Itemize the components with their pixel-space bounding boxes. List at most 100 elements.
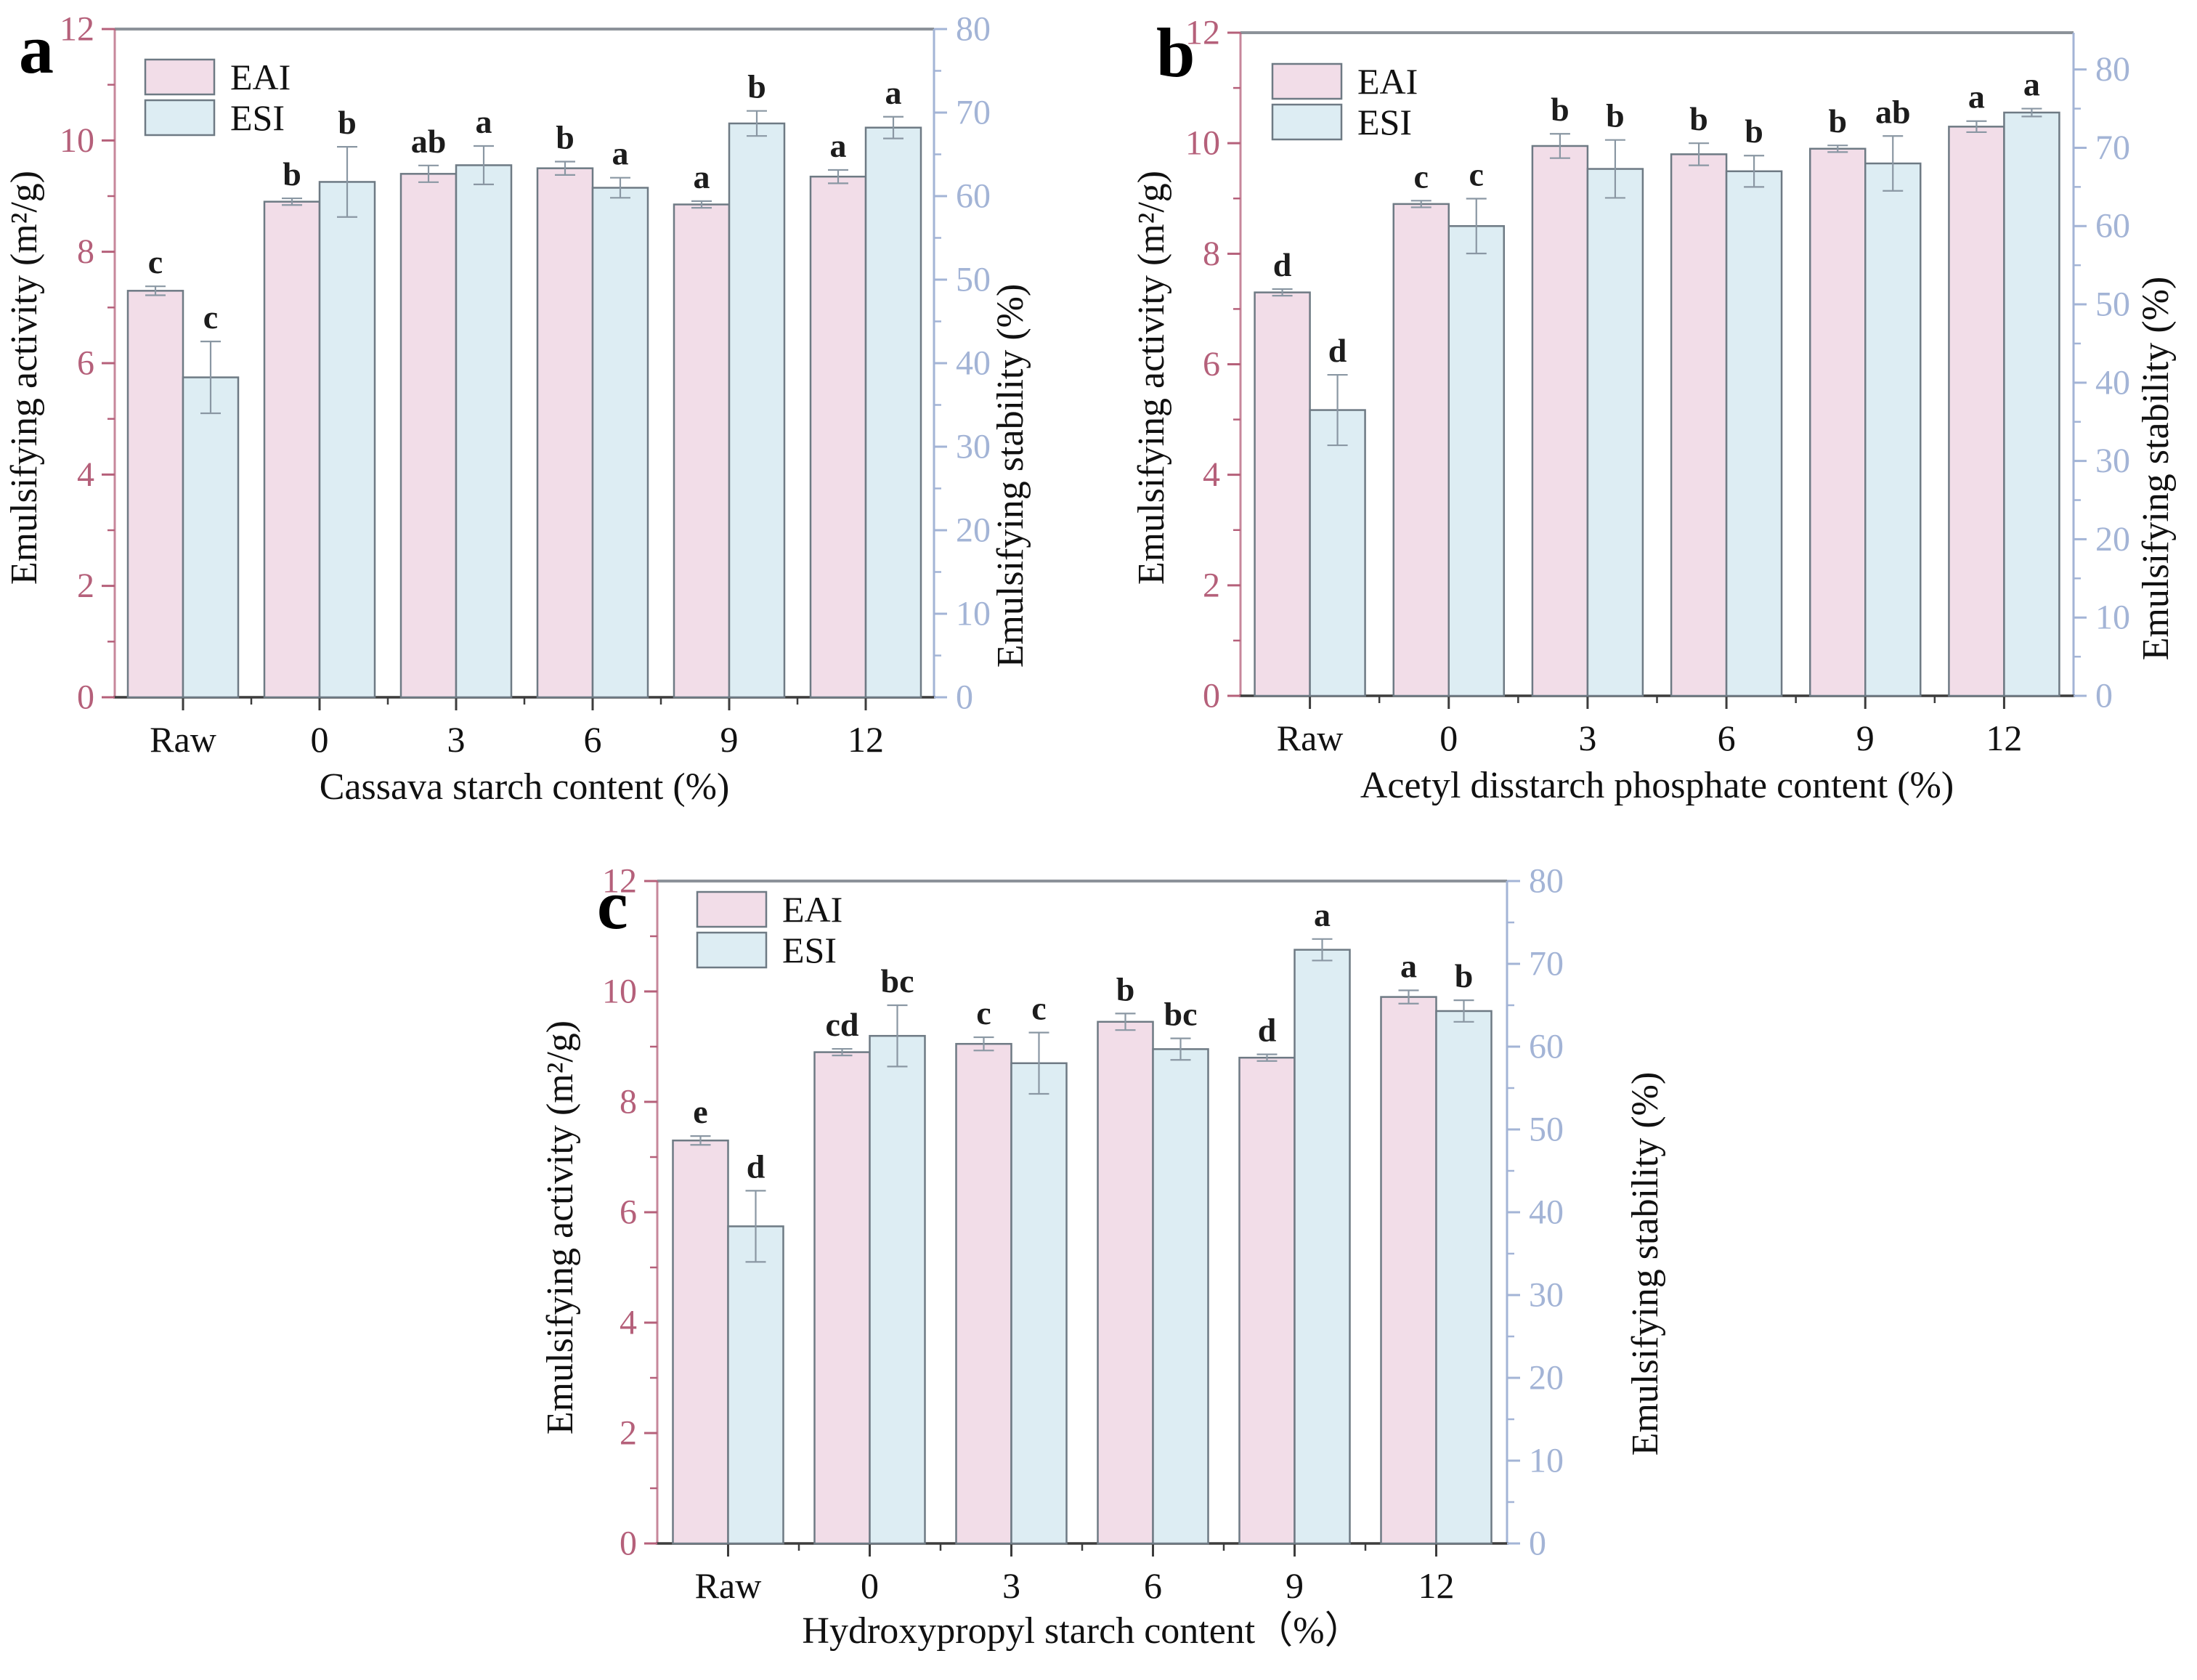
- x-axis-category-label: 0: [1439, 718, 1458, 758]
- significance-letter: a: [1968, 78, 1985, 115]
- significance-letter: c: [1469, 156, 1484, 193]
- left-axis-tick-label: 8: [1203, 235, 1220, 273]
- left-axis-tick-label: 12: [1185, 14, 1220, 52]
- left-axis-tick-label: 4: [620, 1304, 637, 1342]
- bar-eai: [1392, 203, 1450, 697]
- right-axis-tick-label: 40: [956, 344, 991, 383]
- significance-letter: ab: [411, 123, 447, 160]
- left-axis-tick-label: 10: [602, 973, 637, 1011]
- bar-eai: [126, 290, 184, 699]
- significance-letter: b: [1689, 100, 1708, 137]
- legend-swatch-esi: [696, 931, 768, 969]
- bar-eai: [1531, 145, 1589, 697]
- significance-letter: c: [1031, 990, 1046, 1027]
- bar-eai: [813, 1051, 871, 1545]
- significance-letter: b: [556, 118, 574, 155]
- right-axis-tick-label: 0: [956, 678, 973, 717]
- x-axis-title: Hydroxypropyl starch content（%）: [802, 1610, 1362, 1652]
- bar-esi: [1010, 1062, 1068, 1545]
- significance-letter: a: [830, 127, 847, 164]
- bar-eai: [1670, 153, 1728, 697]
- significance-letter: b: [1828, 102, 1847, 139]
- right-axis-tick-label: 0: [1529, 1525, 1546, 1563]
- left-axis-tick-label: 10: [1185, 124, 1220, 163]
- bar-eai: [673, 203, 731, 699]
- right-axis-tick-label: 50: [2095, 285, 2130, 324]
- right-axis-tick-label: 80: [956, 10, 991, 49]
- left-axis-tick-label: 12: [602, 862, 637, 901]
- bar-esi: [1586, 168, 1644, 697]
- significance-letter: b: [747, 68, 766, 105]
- x-axis-category-label: 0: [311, 719, 329, 760]
- significance-letter: d: [1258, 1012, 1277, 1049]
- bar-esi: [1309, 409, 1366, 697]
- left-axis-tick-label: 6: [77, 344, 94, 383]
- significance-letter: a: [2023, 66, 2040, 103]
- x-axis-category-label: 6: [584, 719, 602, 760]
- bar-esi: [318, 181, 376, 699]
- bar-eai: [809, 175, 867, 699]
- x-axis-category-label: 3: [447, 719, 466, 760]
- significance-letter: a: [1400, 947, 1417, 984]
- bar-eai: [536, 167, 594, 699]
- significance-letter: a: [476, 103, 492, 140]
- left-axis-tick-label: 6: [1203, 345, 1220, 384]
- bar-esi: [1725, 170, 1783, 697]
- bar-eai: [1254, 291, 1311, 697]
- significance-letter: b: [1455, 957, 1474, 994]
- right-axis-tick-label: 80: [1529, 862, 1564, 901]
- legend-swatch-eai: [1271, 62, 1343, 100]
- right-axis-tick-label: 30: [956, 428, 991, 466]
- significance-letter: a: [885, 74, 902, 111]
- x-axis-category-label: 12: [848, 719, 884, 760]
- bar-eai: [1809, 147, 1867, 697]
- left-axis-tick-label: 2: [620, 1414, 637, 1453]
- x-axis-category-label: 12: [1418, 1565, 1455, 1606]
- left-axis-tick-label: 4: [77, 455, 94, 494]
- left-axis-tick-label: 4: [1203, 455, 1220, 494]
- x-axis-category-label: 6: [1144, 1565, 1162, 1606]
- left-axis-tick-label: 12: [60, 10, 94, 49]
- significance-letter: b: [1745, 113, 1763, 150]
- significance-letter: c: [148, 243, 163, 280]
- legend-label-eai: EAI: [782, 889, 842, 930]
- left-axis-tick-label: 2: [77, 567, 94, 605]
- right-axis-tick-label: 10: [1529, 1442, 1564, 1480]
- bar-eai: [1238, 1056, 1296, 1545]
- legend-swatch-eai: [144, 58, 216, 96]
- legend-swatch-eai: [696, 890, 768, 928]
- bar-esi: [182, 376, 240, 699]
- right-axis-title: Emulsifying stability (%): [2135, 277, 2177, 661]
- x-axis-category-label: 12: [1986, 718, 2022, 758]
- x-axis-category-label: Raw: [150, 719, 216, 760]
- left-axis-tick-label: 8: [77, 232, 94, 271]
- bar-eai: [399, 173, 458, 699]
- left-axis-title: Emulsifying activity (m²/g): [1131, 171, 1172, 585]
- x-axis-category-label: Raw: [1277, 718, 1344, 758]
- bar-esi: [727, 1225, 784, 1545]
- left-axis-tick-label: 0: [1203, 677, 1220, 715]
- legend-label-eai: EAI: [230, 57, 291, 97]
- bar-esi: [1447, 224, 1505, 697]
- significance-letter: b: [338, 104, 357, 141]
- left-axis-tick-label: 0: [620, 1525, 637, 1563]
- significance-letter: a: [1314, 896, 1331, 933]
- left-axis-title: Emulsifying activity (m²/g): [4, 171, 45, 585]
- x-axis-category-label: 0: [861, 1565, 879, 1606]
- legend-label-esi: ESI: [1357, 102, 1412, 142]
- significance-letter: e: [693, 1093, 707, 1130]
- bar-esi: [591, 187, 649, 699]
- significance-letter: cd: [826, 1006, 859, 1043]
- right-axis-tick-label: 40: [1529, 1193, 1564, 1232]
- significance-letter: bc: [881, 962, 914, 999]
- legend-swatch-esi: [1271, 103, 1343, 141]
- significance-letter: b: [1551, 91, 1569, 128]
- bar-esi: [455, 164, 513, 699]
- right-axis-tick-label: 20: [1529, 1359, 1564, 1397]
- significance-letter: a: [694, 158, 710, 195]
- x-axis-category-label: 9: [1856, 718, 1875, 758]
- right-axis-tick-label: 10: [956, 595, 991, 633]
- bar-esi: [1294, 949, 1351, 1545]
- right-axis-tick-label: 60: [1529, 1028, 1564, 1066]
- significance-letter: b: [283, 155, 301, 192]
